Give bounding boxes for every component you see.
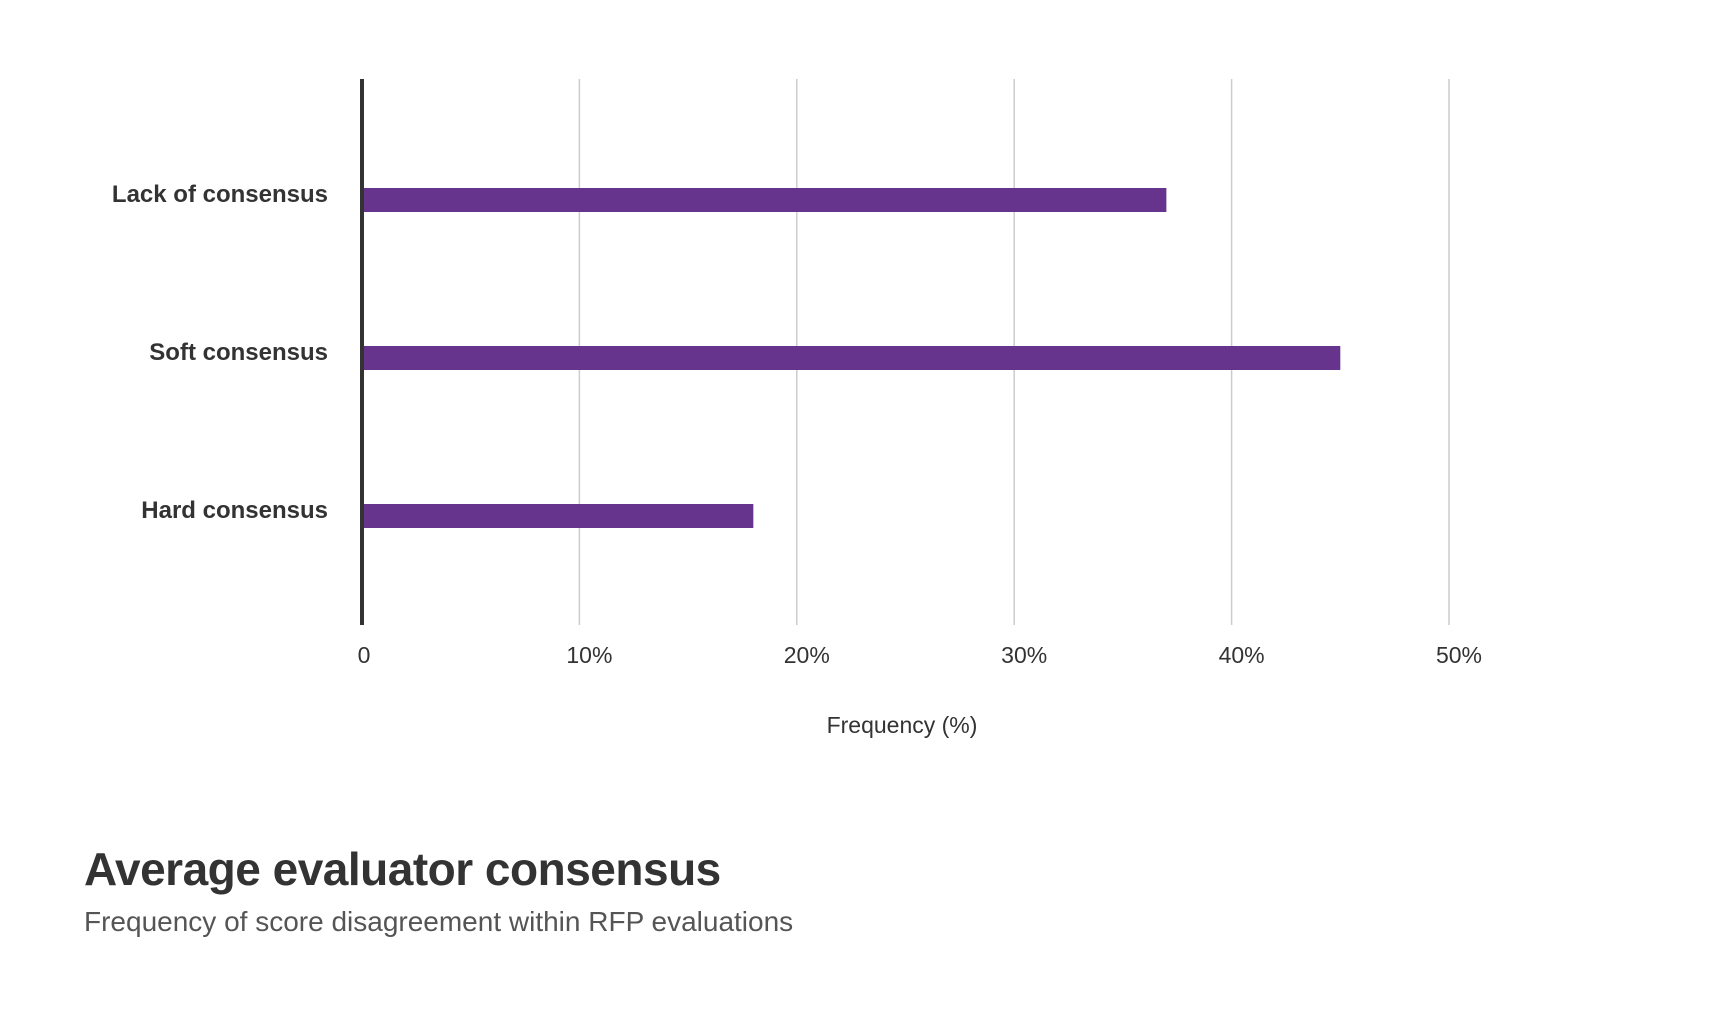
chart-title: Average evaluator consensus <box>84 843 721 895</box>
x-tick-label: 0 <box>358 642 371 668</box>
bar <box>362 188 1167 212</box>
y-category-label: Hard consensus <box>141 497 328 524</box>
bar <box>362 346 1341 370</box>
bar <box>362 504 754 528</box>
x-tick-label: 20% <box>784 642 830 668</box>
x-tick-label: 40% <box>1219 642 1265 668</box>
y-category-label: Soft consensus <box>149 339 328 366</box>
chart-subtitle: Frequency of score disagreement within R… <box>84 906 794 937</box>
x-tick-label: 10% <box>566 642 612 668</box>
x-tick-label: 50% <box>1436 642 1482 668</box>
x-tick-label: 30% <box>1001 642 1047 668</box>
x-axis-label: Frequency (%) <box>827 712 978 738</box>
y-category-label: Lack of consensus <box>112 181 328 208</box>
